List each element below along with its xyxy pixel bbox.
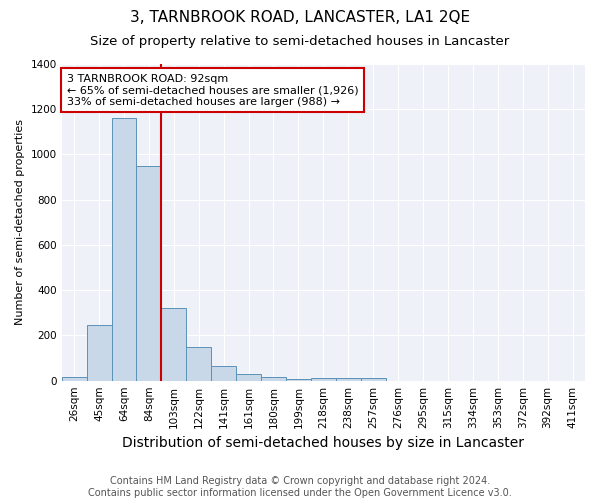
- Bar: [62, 378, 86, 380]
- Bar: [211, 366, 236, 380]
- Bar: [311, 378, 336, 380]
- X-axis label: Distribution of semi-detached houses by size in Lancaster: Distribution of semi-detached houses by …: [122, 436, 524, 450]
- Bar: [236, 374, 261, 380]
- Bar: [361, 378, 386, 380]
- Bar: [261, 378, 286, 380]
- Y-axis label: Number of semi-detached properties: Number of semi-detached properties: [15, 120, 25, 326]
- Bar: [86, 324, 112, 380]
- Bar: [336, 378, 361, 380]
- Text: Contains HM Land Registry data © Crown copyright and database right 2024.
Contai: Contains HM Land Registry data © Crown c…: [88, 476, 512, 498]
- Bar: [286, 379, 311, 380]
- Text: 3, TARNBROOK ROAD, LANCASTER, LA1 2QE: 3, TARNBROOK ROAD, LANCASTER, LA1 2QE: [130, 10, 470, 25]
- Text: Size of property relative to semi-detached houses in Lancaster: Size of property relative to semi-detach…: [91, 35, 509, 48]
- Bar: [136, 166, 161, 380]
- Text: 3 TARNBROOK ROAD: 92sqm
← 65% of semi-detached houses are smaller (1,926)
33% of: 3 TARNBROOK ROAD: 92sqm ← 65% of semi-de…: [67, 74, 359, 106]
- Bar: [112, 118, 136, 380]
- Bar: [161, 308, 186, 380]
- Bar: [186, 347, 211, 380]
